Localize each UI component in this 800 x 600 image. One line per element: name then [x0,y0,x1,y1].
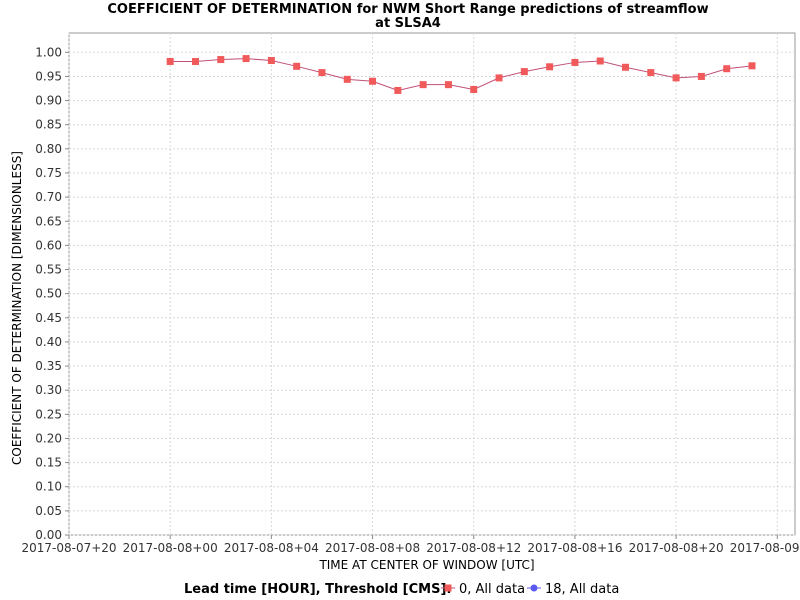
y-tick-label: 0.65 [35,214,62,228]
y-tick-label: 1.00 [35,45,62,59]
legend-marker [444,584,452,592]
data-point [217,56,225,64]
y-axis-ticks: 0.00 0.05 0.10 0.15 0.20 0.25 0.30 0.35 0.40 0.45… [35,45,69,542]
y-tick-label: 0.95 [35,69,62,83]
data-point [191,57,199,65]
x-tick-label: 2017-08-07+20 [21,541,116,555]
x-tick-label: 2017-08-08+12 [426,541,521,555]
x-tick-label: 2017-08-08+20 [629,541,724,555]
data-point [470,85,478,93]
legend-label: 0, All data [459,582,525,597]
y-tick-label: 0.20 [35,431,62,445]
y-tick-label: 0.50 [35,287,62,301]
y-tick-label: 0.10 [35,480,62,494]
y-tick-label: 0.35 [35,359,62,373]
chart-title: COEFFICIENT OF DETERMINATION for NWM Sho… [107,2,708,17]
y-tick-label: 0.25 [35,407,62,421]
series-line [170,58,753,91]
data-point [748,62,756,70]
data-point [166,57,174,65]
data-point [318,69,326,77]
y-tick-label: 0.70 [35,190,62,204]
legend-title: Lead time [HOUR], Threshold [CMS]: [184,582,452,597]
data-point [520,68,528,76]
data-point [622,63,630,71]
y-tick-label: 0.55 [35,263,62,277]
y-tick-label: 0.80 [35,142,62,156]
data-point [419,81,427,89]
y-tick-label: 0.85 [35,118,62,132]
legend-label: 18, All data [545,582,619,597]
data-point [394,86,402,94]
x-tick-label: 2017-08-08+16 [527,541,622,555]
y-axis-label: COEFFICIENT OF DETERMINATION [DIMENSIONL… [10,151,24,465]
data-point [242,55,250,63]
data-point [647,69,655,77]
legend: Lead time [HOUR], Threshold [CMS]: 0, Al… [184,582,619,597]
y-tick-label: 0.60 [35,238,62,252]
y-tick-label: 0.45 [35,311,62,325]
chart-subtitle: at SLSA4 [375,16,441,31]
data-point [267,57,275,65]
y-tick-label: 0.30 [35,383,62,397]
data-point [596,57,604,65]
x-tick-label: 2017-08-09+00 [730,541,800,555]
y-tick-label: 0.00 [35,528,62,542]
data-point [571,58,579,66]
x-tick-label: 2017-08-08+04 [224,541,319,555]
data-point [495,74,503,82]
legend-items: 0, All data 18, All data [441,582,619,597]
x-axis-ticks: 2017-08-07+20 2017-08-08+00 2017-08-08+04 2… [21,535,800,555]
data-point [369,77,377,85]
x-tick-label: 2017-08-08+08 [325,541,420,555]
data-point [343,75,351,83]
legend-marker [530,584,538,592]
x-axis-label: TIME AT CENTER OF WINDOW [UTC] [318,558,534,572]
y-tick-label: 0.90 [35,94,62,108]
data-point [546,63,554,71]
y-tick-label: 0.75 [35,166,62,180]
grid [68,33,795,536]
data-point [293,62,301,70]
series-layer [166,55,756,94]
data-point [697,72,705,80]
plot-background [68,32,796,536]
data-point [444,81,452,89]
y-tick-label: 0.05 [35,504,62,518]
x-tick-label: 2017-08-08+00 [123,541,218,555]
data-point [672,74,680,82]
plot-area: 0.00 0.05 0.10 0.15 0.20 0.25 0.30 0.35 0.40 0.45… [21,32,800,555]
y-tick-label: 0.15 [35,456,62,470]
data-point [723,65,731,73]
y-tick-label: 0.40 [35,335,62,349]
